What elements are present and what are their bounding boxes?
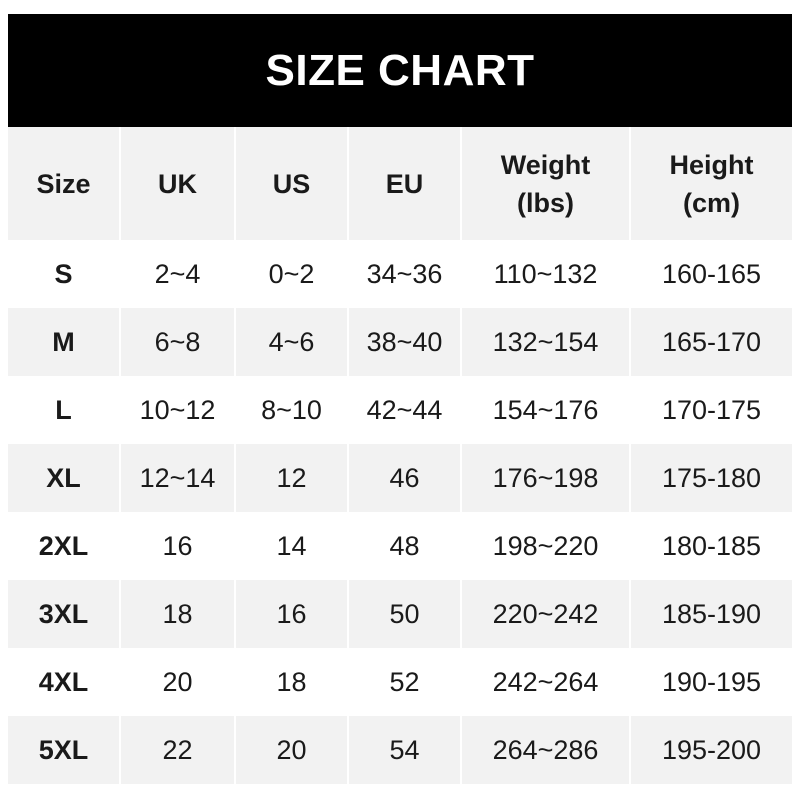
cell-height: 180-185 — [629, 512, 792, 580]
table-row: 2XL 16 14 48 198~220 180-185 — [8, 512, 792, 580]
cell-size: 2XL — [38, 530, 89, 561]
column-header-unit: (lbs) — [517, 187, 574, 218]
cell-height: 185-190 — [629, 580, 792, 648]
column-header-label: EU — [385, 168, 424, 199]
cell-us: 12 — [234, 444, 348, 512]
cell-uk: 16 — [119, 512, 235, 580]
cell-eu: 34~36 — [347, 240, 461, 308]
cell-weight: 264~286 — [460, 716, 630, 784]
column-header-weight: Weight (lbs) — [460, 127, 630, 240]
cell-size: XL — [8, 444, 120, 512]
cell-eu: 48 — [347, 512, 461, 580]
cell-uk: 6~8 — [119, 308, 235, 376]
cell-height: 170-175 — [629, 376, 792, 444]
table-row: 4XL 20 18 52 242~264 190-195 — [8, 648, 792, 716]
cell-us: 8~10 — [234, 376, 348, 444]
cell-height: 165-170 — [629, 308, 792, 376]
cell-us: 14 — [234, 512, 348, 580]
cell-uk: 2~4 — [119, 240, 235, 308]
cell-uk: 20 — [119, 648, 235, 716]
header-row: Size UK US EU Weight (lbs) Height (cm) — [8, 127, 792, 240]
cell-height: 190-195 — [629, 648, 792, 716]
cell-size: S — [54, 258, 73, 289]
cell-height: 195-200 — [629, 716, 792, 784]
column-header-height: Height (cm) — [629, 127, 792, 240]
cell-uk: 18 — [119, 580, 235, 648]
column-header-label: UK — [158, 168, 197, 199]
cell-size: L — [55, 394, 72, 425]
table-row: L 10~12 8~10 42~44 154~176 170-175 — [8, 376, 792, 444]
table-row: XL 12~14 12 46 176~198 175-180 — [8, 444, 792, 512]
cell-uk: 10~12 — [119, 376, 235, 444]
cell-eu: 50 — [347, 580, 461, 648]
column-header-us: US — [234, 127, 348, 240]
cell-weight: 198~220 — [460, 512, 630, 580]
cell-size: 5XL — [8, 716, 120, 784]
cell-height: 160-165 — [629, 240, 792, 308]
cell-eu: 42~44 — [347, 376, 461, 444]
size-chart-table: Size UK US EU Weight (lbs) Height (cm) S 2~4 0~2 3… — [8, 127, 792, 784]
column-header-label: US — [272, 168, 311, 199]
cell-size: 4XL — [38, 666, 89, 697]
column-header-label: Size — [36, 168, 91, 199]
column-header-label: Height — [669, 149, 754, 180]
column-header-eu: EU — [347, 127, 461, 240]
column-header-unit: (cm) — [682, 187, 740, 218]
cell-us: 0~2 — [234, 240, 348, 308]
cell-us: 20 — [234, 716, 348, 784]
size-chart-title: SIZE CHART — [8, 14, 792, 127]
cell-weight: 220~242 — [460, 580, 630, 648]
table-row: M 6~8 4~6 38~40 132~154 165-170 — [8, 308, 792, 376]
table-row: S 2~4 0~2 34~36 110~132 160-165 — [8, 240, 792, 308]
cell-us: 16 — [234, 580, 348, 648]
cell-height: 175-180 — [629, 444, 792, 512]
cell-us: 4~6 — [234, 308, 348, 376]
column-header-uk: UK — [119, 127, 235, 240]
cell-weight: 132~154 — [460, 308, 630, 376]
cell-weight: 154~176 — [460, 376, 630, 444]
table-row: 3XL 18 16 50 220~242 185-190 — [8, 580, 792, 648]
cell-weight: 242~264 — [460, 648, 630, 716]
cell-eu: 46 — [347, 444, 461, 512]
cell-eu: 52 — [347, 648, 461, 716]
cell-eu: 38~40 — [347, 308, 461, 376]
cell-weight: 176~198 — [460, 444, 630, 512]
cell-weight: 110~132 — [460, 240, 630, 308]
cell-size: M — [8, 308, 120, 376]
cell-eu: 54 — [347, 716, 461, 784]
table-row: 5XL 22 20 54 264~286 195-200 — [8, 716, 792, 784]
cell-uk: 12~14 — [119, 444, 235, 512]
column-header-label: Weight — [500, 149, 591, 180]
cell-us: 18 — [234, 648, 348, 716]
cell-uk: 22 — [119, 716, 235, 784]
column-header-size: Size — [8, 127, 120, 240]
cell-size: 3XL — [8, 580, 120, 648]
